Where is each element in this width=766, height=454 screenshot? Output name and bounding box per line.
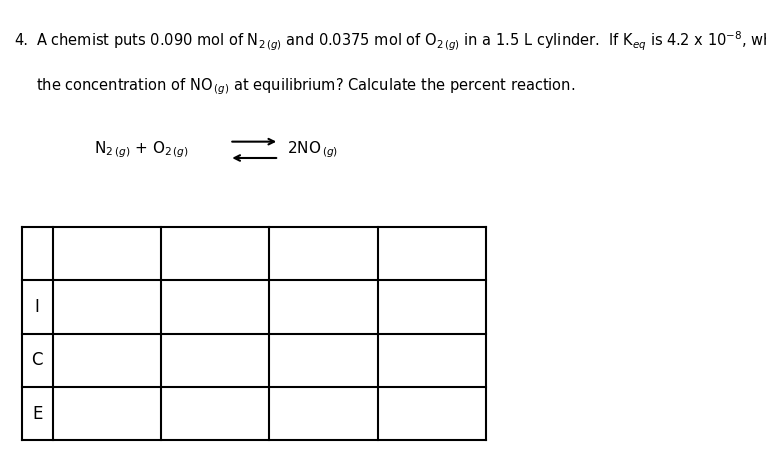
- Text: A chemist puts 0.090 mol of N$_{2\,(g)}$ and 0.0375 mol of O$_{2\,(g)}$ in a 1.5: A chemist puts 0.090 mol of N$_{2\,(g)}$…: [36, 29, 766, 53]
- Text: N$_{2\,(g)}$ + O$_{2\,(g)}$: N$_{2\,(g)}$ + O$_{2\,(g)}$: [94, 139, 189, 160]
- Text: 2NO$_{\,(g)}$: 2NO$_{\,(g)}$: [287, 139, 339, 160]
- Text: C: C: [31, 351, 43, 370]
- Text: E: E: [32, 405, 42, 423]
- Text: the concentration of NO$_{\,(g)}$ at equilibrium? Calculate the percent reaction: the concentration of NO$_{\,(g)}$ at equ…: [36, 76, 575, 97]
- Text: I: I: [35, 298, 40, 316]
- Text: 4.: 4.: [14, 33, 28, 49]
